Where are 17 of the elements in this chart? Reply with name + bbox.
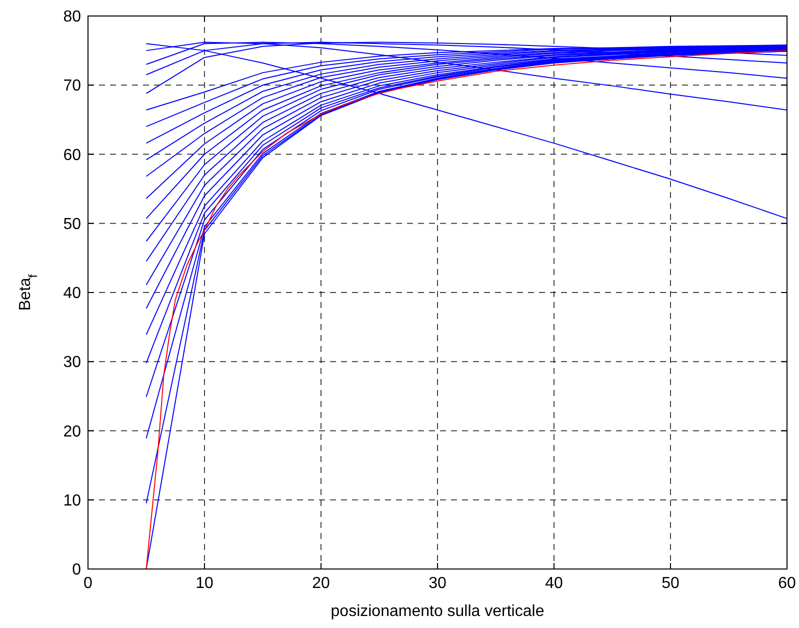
x-tick-label: 30 <box>428 575 446 592</box>
x-tick-label: 60 <box>778 575 796 592</box>
y-tick-label: 30 <box>63 354 82 372</box>
x-tick-label: 10 <box>196 575 214 592</box>
y-tick-label: 40 <box>63 285 82 302</box>
y-tick-label: 80 <box>63 8 82 26</box>
y-tick-label: 0 <box>72 562 82 579</box>
x-tick-label: 0 <box>84 575 93 592</box>
y-tick-label: 10 <box>63 492 82 510</box>
y-tick-label: 50 <box>63 216 82 233</box>
x-tick-label: 50 <box>662 575 680 592</box>
x-tick-label: 20 <box>312 575 330 592</box>
x-axis-title: posizionamento sulla verticale <box>330 603 544 620</box>
y-tick-label: 70 <box>63 78 82 95</box>
y-tick-label: 20 <box>63 423 82 440</box>
y-tick-label: 60 <box>63 146 82 164</box>
x-tick-label: 40 <box>545 575 563 592</box>
